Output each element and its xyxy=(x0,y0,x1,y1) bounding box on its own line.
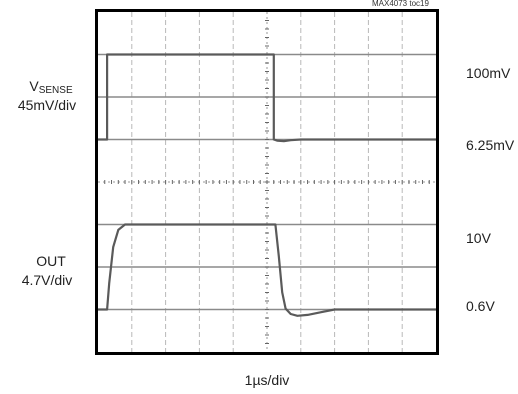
figure-id: MAX4073 toc19 xyxy=(372,0,429,8)
vsense-upper-ref: 100mV xyxy=(466,65,511,81)
waveform-traces xyxy=(98,53,436,317)
out-upper-ref: 10V xyxy=(466,230,491,246)
out-lower-ref: 0.6V xyxy=(466,298,495,314)
center-axes xyxy=(98,12,436,352)
out-channel-name: OUT xyxy=(36,253,66,269)
vsense-name-sub: SENSE xyxy=(38,85,73,96)
vsense-channel-name: VSENSE xyxy=(16,78,86,97)
vsense-scale: 45mV/div xyxy=(17,97,77,113)
vsense-trace xyxy=(98,53,436,143)
plot-frame xyxy=(95,9,439,355)
time-scale-label: 1µs/div xyxy=(244,372,290,388)
out-scale: 4.7V/div xyxy=(21,272,73,288)
vsense-name-main: V xyxy=(29,78,39,94)
out-trace xyxy=(98,223,436,317)
vsense-lower-ref: 6.25mV xyxy=(466,137,515,153)
